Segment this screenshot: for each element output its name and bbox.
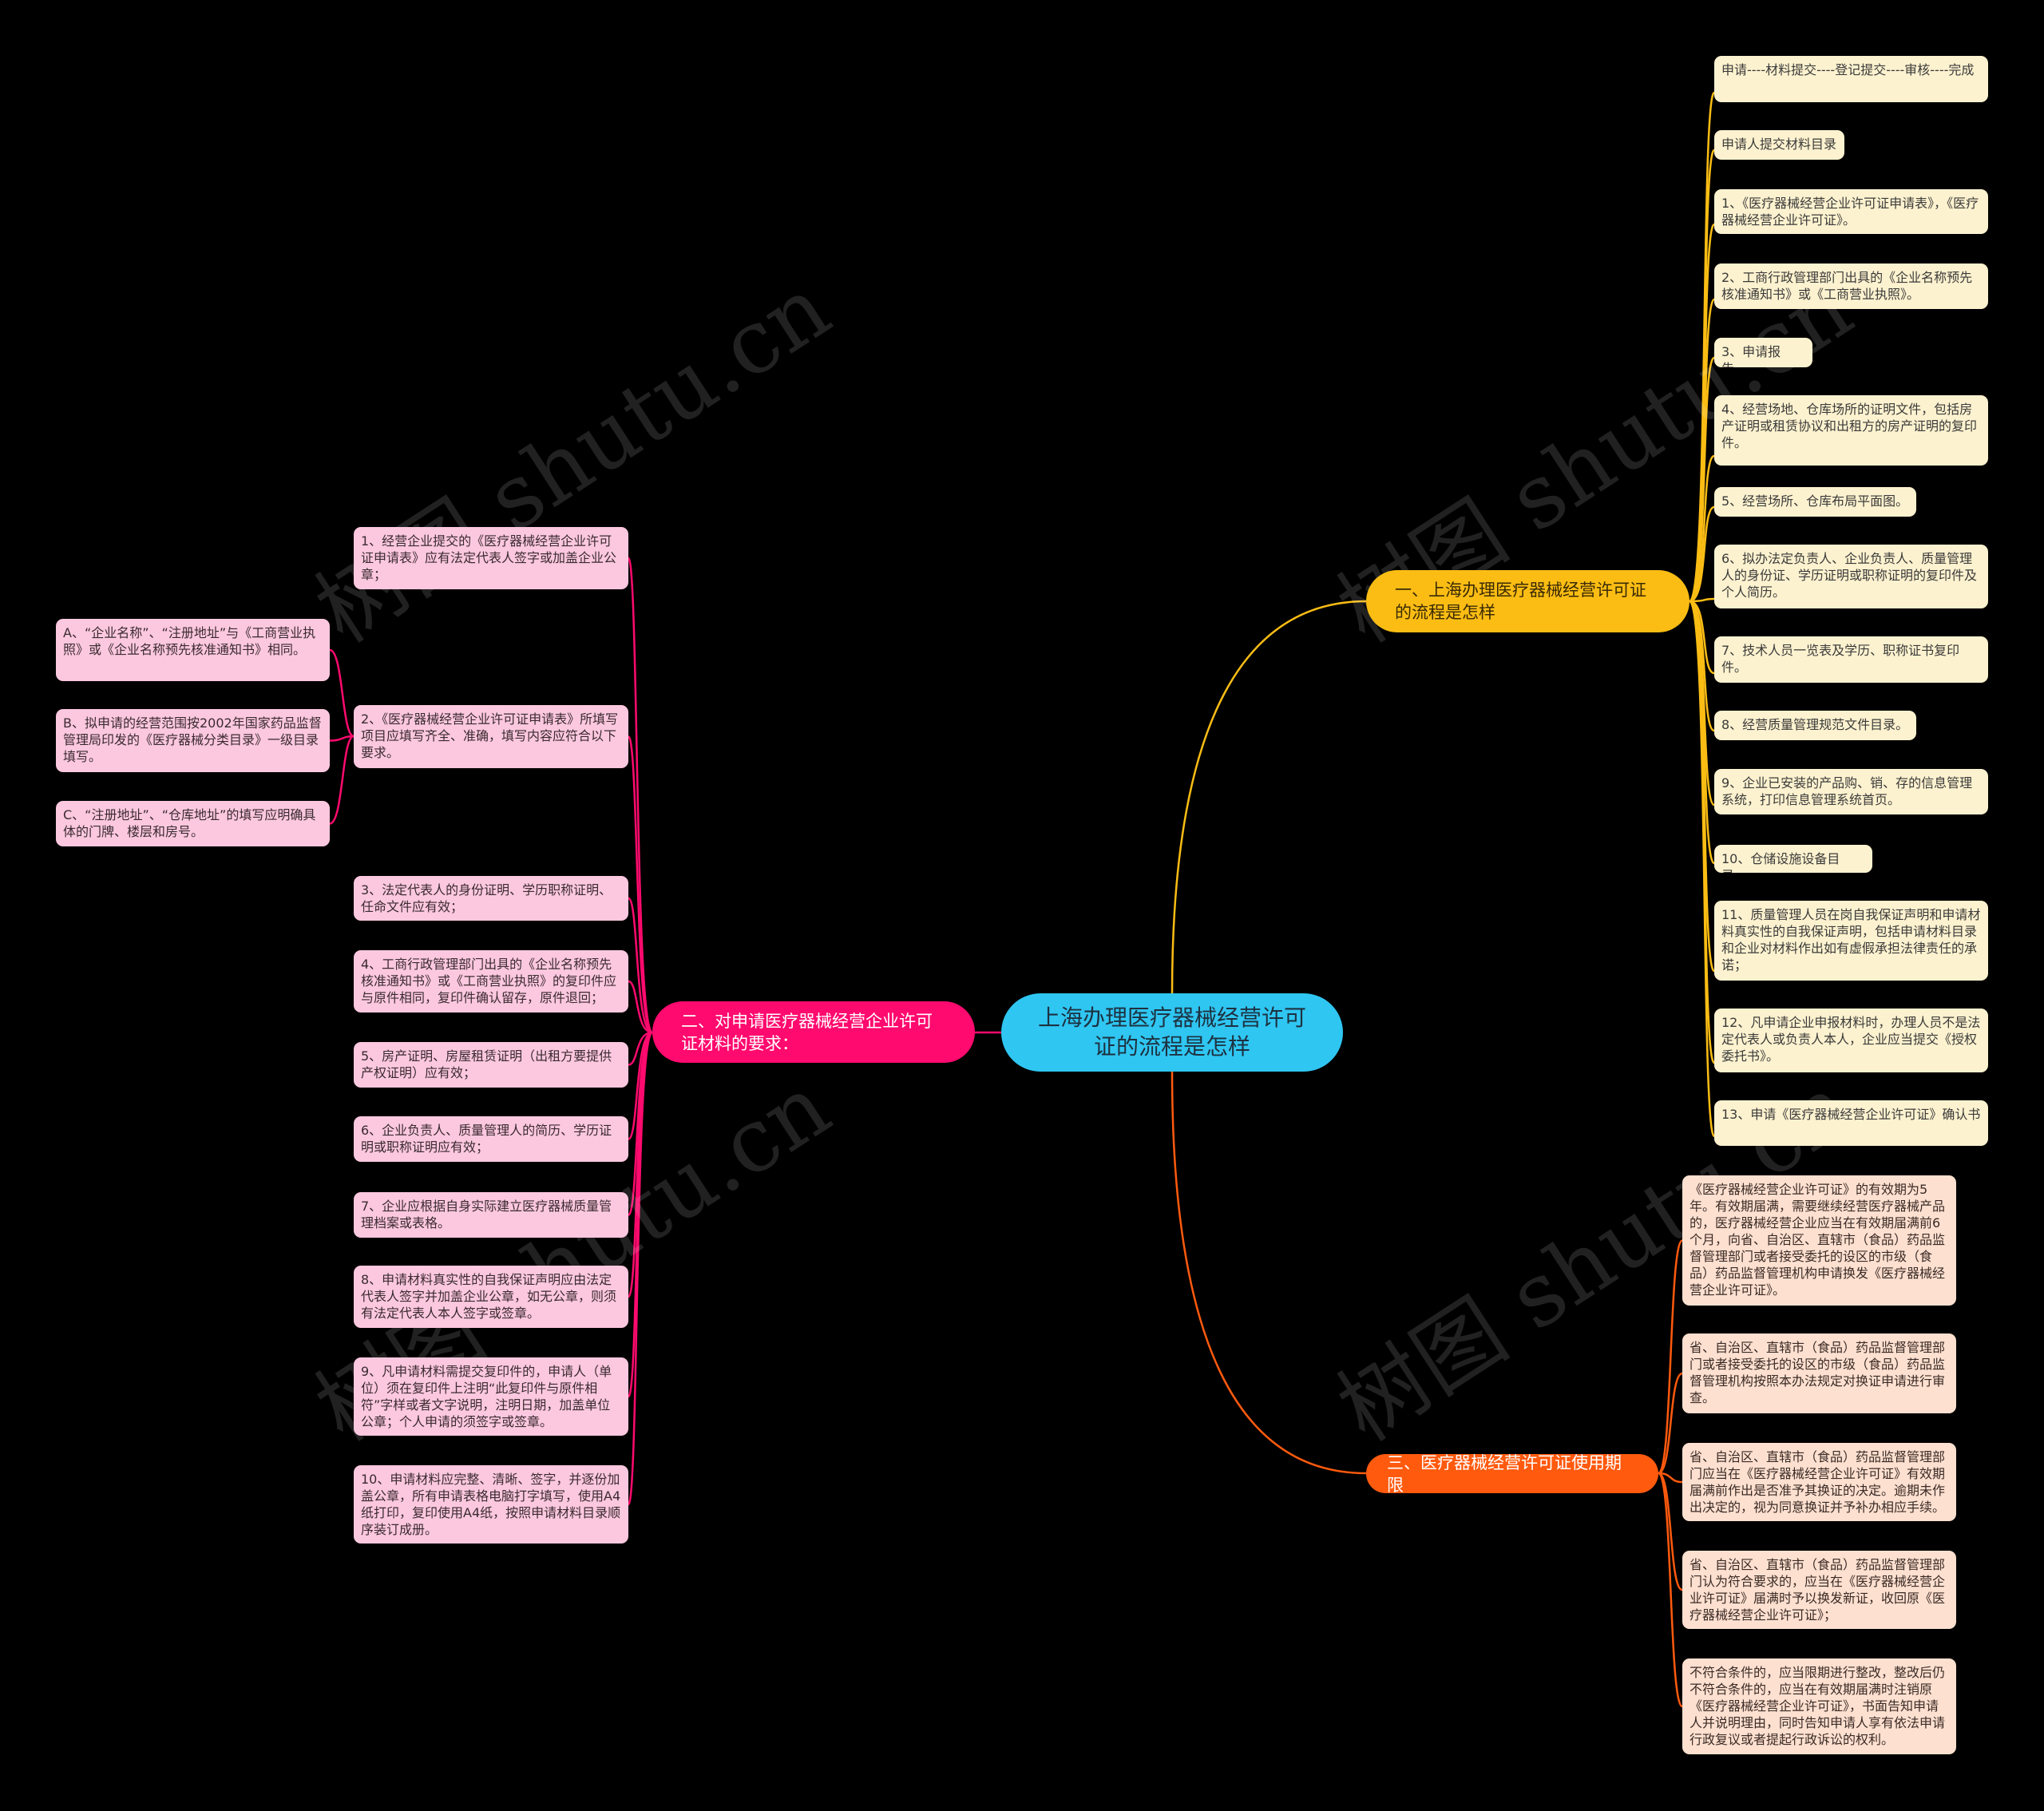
validity-leaf[interactable]: 省、自治区、直辖市（食品）药品监督管理部门认为符合要求的，应当在《医疗器械经营企… (1682, 1551, 1956, 1629)
validity-leaf[interactable]: 不符合条件的，应当限期进行整改，整改后仍不符合条件的，应当在有效期届满时注销原《… (1682, 1658, 1956, 1754)
connector-branch1-leaf (1689, 454, 1716, 603)
connector-branch2-leaf (627, 735, 654, 1034)
connector-branch3-leaf (1657, 1472, 1684, 1708)
connector-branch3-leaf (1658, 1472, 1683, 1484)
requirement-leaf[interactable]: 2、《医疗器械经营企业许可证申请表》所填写项目应填写齐全、准确，填写内容应符合以… (354, 705, 628, 768)
connector-branch1-leaf (1689, 600, 1715, 732)
connector-branch3-leaf (1657, 1239, 1684, 1475)
connector-branch1-leaf (1689, 597, 1715, 603)
connector-center-branch3 (1171, 1071, 1367, 1475)
requirement-leaf[interactable]: 8、申请材料真实性的自我保证声明应由法定代表人签字并加盖企业公章，如无公章，则须… (354, 1266, 628, 1328)
process-leaf[interactable]: 申请人提交材料目录 (1714, 130, 1844, 160)
process-leaf[interactable]: 10、仓储设施设备目录。 (1714, 845, 1872, 873)
connector-sub-leaf (329, 735, 355, 742)
central-topic[interactable]: 上海办理医疗器械经营许可证的流程是怎样 (1001, 993, 1343, 1072)
requirement-leaf[interactable]: 9、凡申请材料需提交复印件的，申请人（单位）须在复印件上注明“此复印件与原件相符… (354, 1357, 628, 1436)
requirement-leaf[interactable]: 4、工商行政管理部门出具的《企业名称预先核准通知书》或《工商营业执照》的复印件应… (354, 950, 628, 1012)
branch-validity-period[interactable]: 三、医疗器械经营许可证使用期限 (1366, 1453, 1658, 1495)
requirement-leaf[interactable]: 1、经营企业提交的《医疗器械经营企业许可证申请表》应有法定代表人签字或加盖企业公… (354, 527, 628, 589)
connector-branch2-leaf (627, 1031, 654, 1506)
requirement-leaf[interactable]: 10、申请材料应完整、清晰、签字，并逐份加盖公章，所有申请表格电脑打字填写，使用… (354, 1465, 628, 1544)
requirement-leaf[interactable]: 5、房产证明、房屋租赁证明（出租方要提供产权证明）应有效； (354, 1042, 628, 1088)
connector-branch1-leaf (1689, 505, 1715, 603)
process-leaf[interactable]: 13、申请《医疗器械经营企业许可证》确认书 (1714, 1100, 1988, 1146)
process-leaf[interactable]: 5、经营场所、仓库布局平面图。 (1714, 487, 1916, 517)
validity-leaf[interactable]: 省、自治区、直辖市（食品）药品监督管理部门或者接受委托的设区的市级（食品）药品监… (1682, 1333, 1956, 1413)
validity-leaf[interactable]: 《医疗器械经营企业许可证》的有效期为5年。有效期届满，需要继续经营医疗器械产品的… (1682, 1175, 1956, 1306)
process-leaf[interactable]: 3、申请报告。 (1714, 338, 1812, 367)
branch-material-requirements[interactable]: 二、对申请医疗器械经营企业许可证材料的要求： (652, 1001, 975, 1063)
process-leaf[interactable]: 9、企业已安装的产品购、销、存的信息管理系统，打印信息管理系统首页。 (1714, 769, 1988, 814)
connector-branch2-leaf (628, 1031, 653, 1066)
connector-branch3-leaf (1658, 1372, 1683, 1475)
process-leaf[interactable]: 8、经营质量管理规范文件目录。 (1714, 711, 1916, 740)
connector-branch2-leaf (627, 557, 654, 1034)
process-leaf[interactable]: 2、工商行政管理部门出具的《企业名称预先核准通知书》或《工商营业执照》。 (1714, 264, 1988, 309)
process-leaf[interactable]: 12、凡申请企业申报材料时，办理人员不是法定代表人或负责人本人，企业应当提交《授… (1714, 1009, 1988, 1072)
connector-branch1-leaf (1688, 600, 1716, 1138)
requirement-leaf[interactable]: 6、企业负责人、质量管理人的简历、学历证明或职称证明应有效； (354, 1116, 628, 1162)
process-leaf[interactable]: 11、质量管理人员在岗自我保证声明和申请材料真实性的自我保证声明，包括申请材料目… (1714, 901, 1988, 981)
requirement-sub-leaf[interactable]: B、拟申请的经营范围按2002年国家药品监督管理局印发的《医疗器械分类目录》一级… (56, 709, 330, 772)
process-leaf[interactable]: 7、技术人员一览表及学历、职称证书复印件。 (1714, 636, 1988, 683)
branch-process[interactable]: 一、上海办理医疗器械经营许可证的流程是怎样 (1366, 570, 1689, 632)
connector-center-branch1 (1171, 600, 1367, 994)
process-leaf[interactable]: 6、拟办法定负责人、企业负责人、质量管理人的身份证、学历证明或职称证明的复印件及… (1714, 545, 1988, 608)
process-leaf[interactable]: 4、经营场地、仓库场所的证明文件，包括房产证明或租赁协议和出租方的房产证明的复印… (1714, 395, 1988, 466)
requirement-leaf[interactable]: 7、企业应根据自身实际建立医疗器械质量管理档案或表格。 (354, 1192, 628, 1238)
process-leaf[interactable]: 申请----材料提交----登记提交----审核----完成 (1714, 56, 1988, 102)
connector-branch2-leaf (628, 980, 653, 1034)
connector-branch2-leaf (627, 897, 653, 1034)
requirement-sub-leaf[interactable]: C、“注册地址”、“仓库地址”的填写应明确具体的门牌、楼层和房号。 (56, 801, 330, 846)
validity-leaf[interactable]: 省、自治区、直辖市（食品）药品监督管理部门应当在《医疗器械经营企业许可证》有效期… (1682, 1443, 1956, 1521)
connector-branch1-leaf (1689, 356, 1716, 603)
connector-sub-leaf (329, 648, 355, 738)
requirement-sub-leaf[interactable]: A、“企业名称”、“注册地址”与《工商营业执照》或《企业名称预先核准通知书》相同… (56, 619, 330, 681)
connector-branch3-leaf (1658, 1472, 1683, 1591)
process-leaf[interactable]: 1、《医疗器械经营企业许可证申请表》，《医疗器械经营企业许可证》。 (1714, 189, 1988, 234)
connector-sub-leaf (329, 735, 355, 825)
requirement-leaf[interactable]: 3、法定代表人的身份证明、学历职称证明、任命文件应有效； (354, 876, 628, 921)
